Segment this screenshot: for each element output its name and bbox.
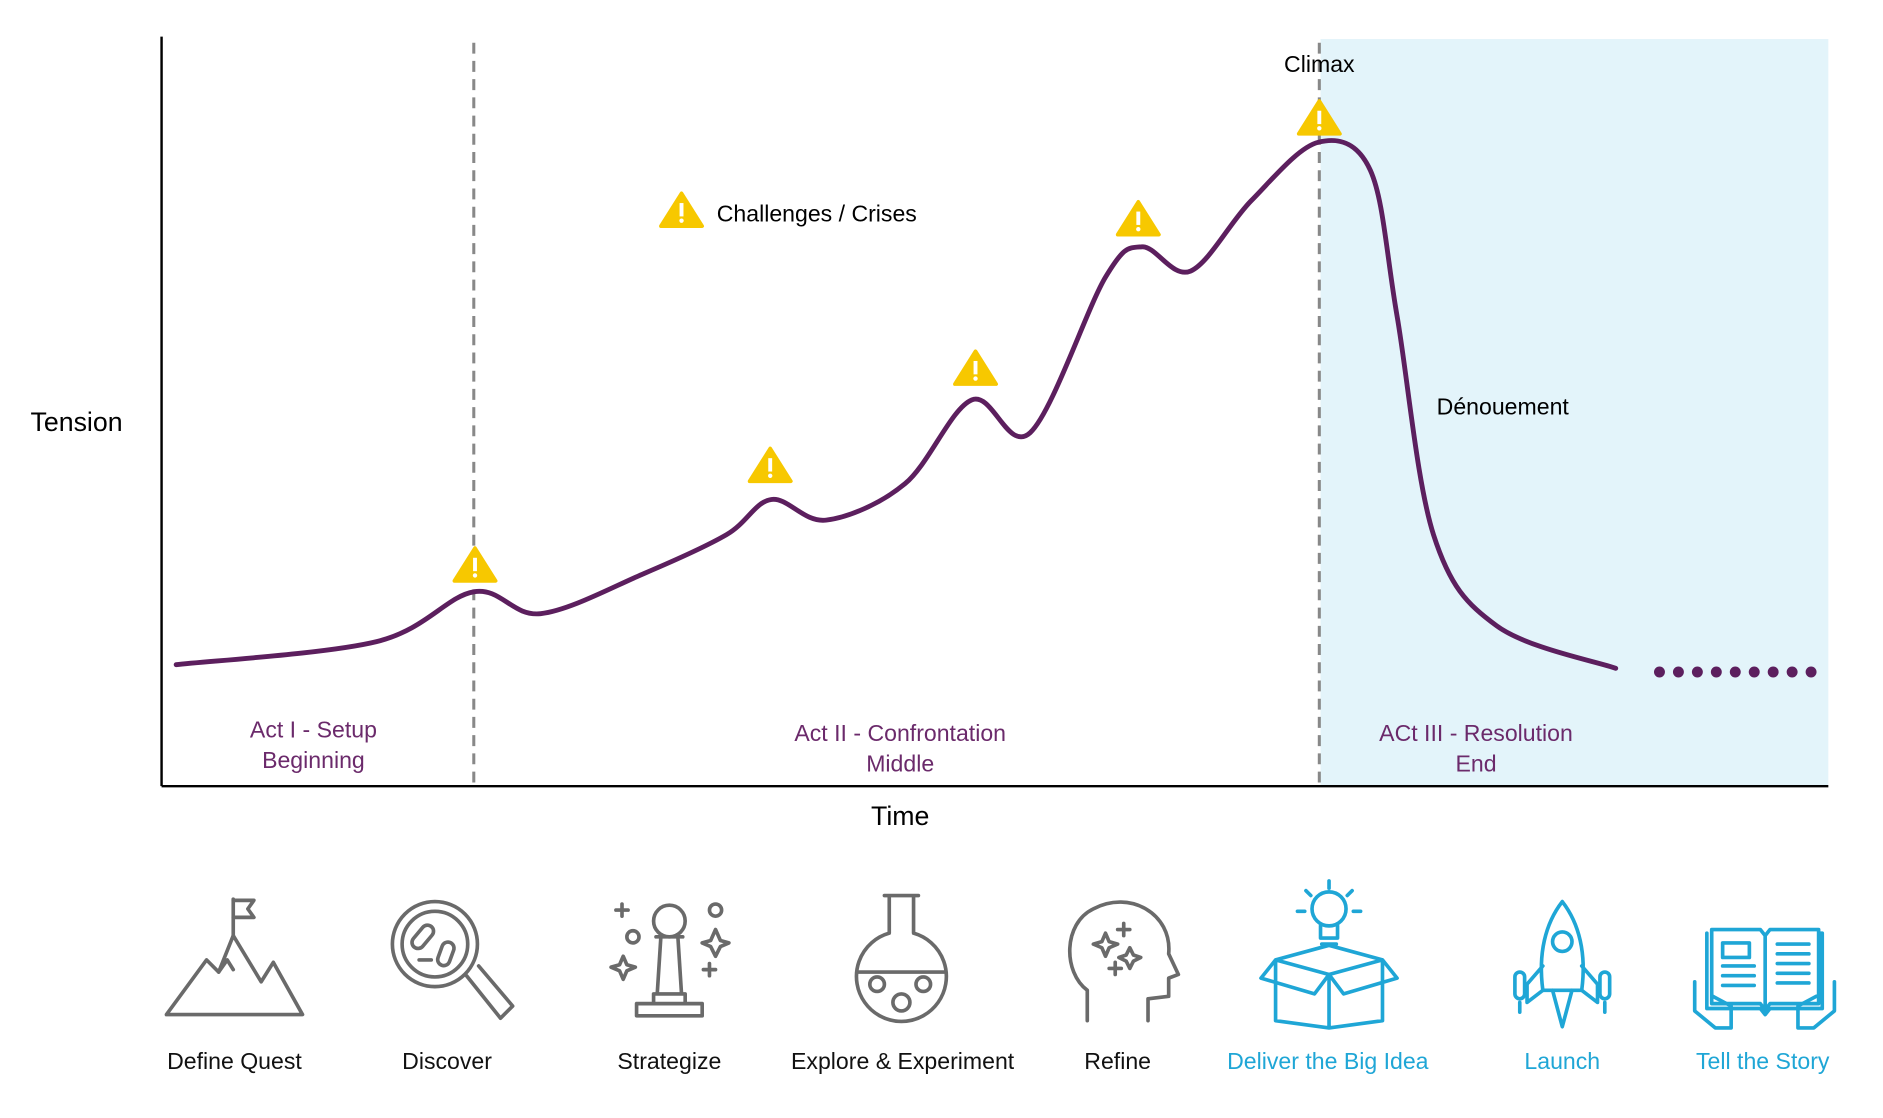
magnifier-icon: [390, 899, 515, 1021]
continuation-dots: [1654, 666, 1817, 678]
annotation: Dénouement: [1437, 393, 1570, 419]
step-label: Refine: [1084, 1048, 1151, 1074]
dot: [1729, 666, 1741, 678]
dot: [1710, 666, 1722, 678]
rocket-icon: [1513, 899, 1612, 1029]
act-phase: Beginning: [262, 747, 365, 773]
warning-icon: [452, 546, 498, 583]
x-axis-label: Time: [871, 801, 929, 831]
dot: [1786, 666, 1798, 678]
act-name: ACt III - Resolution: [1379, 720, 1573, 746]
warning-icon: [747, 446, 793, 484]
act-name: Act II - Confrontation: [794, 720, 1006, 746]
act-phase: Middle: [866, 751, 934, 777]
book-icon: [1692, 927, 1837, 1030]
dot: [1654, 666, 1665, 678]
warning-icon: [1115, 200, 1161, 237]
head-icon: [1067, 900, 1181, 1023]
tension-curve: [173, 138, 1619, 671]
annotation: Challenges / Crises: [717, 200, 917, 226]
dot: [1805, 666, 1817, 678]
act-name: Act I - Setup: [250, 717, 377, 743]
step-label: Launch: [1524, 1048, 1600, 1074]
warning-icon: [659, 191, 704, 228]
dot: [1748, 666, 1760, 678]
step-label: Explore & Experiment: [791, 1048, 1015, 1074]
step-label: Discover: [402, 1048, 492, 1074]
step-label: Strategize: [617, 1048, 721, 1074]
step-label: Define Quest: [167, 1048, 302, 1074]
chess-icon: [609, 902, 731, 1018]
warning-icon: [953, 349, 998, 386]
flask-icon: [854, 893, 949, 1024]
step-label: Deliver the Big Idea: [1227, 1048, 1429, 1074]
step-label: Tell the Story: [1696, 1048, 1830, 1074]
dot: [1767, 666, 1779, 678]
y-axis-label: Tension: [30, 407, 122, 437]
idea-box-icon: [1259, 879, 1399, 1030]
dot: [1672, 666, 1684, 678]
annotation: Climax: [1284, 51, 1355, 77]
dot: [1691, 666, 1703, 678]
act-phase: End: [1455, 751, 1496, 777]
resolution-zone: [1320, 39, 1829, 787]
mountain-icon: [164, 897, 305, 1017]
